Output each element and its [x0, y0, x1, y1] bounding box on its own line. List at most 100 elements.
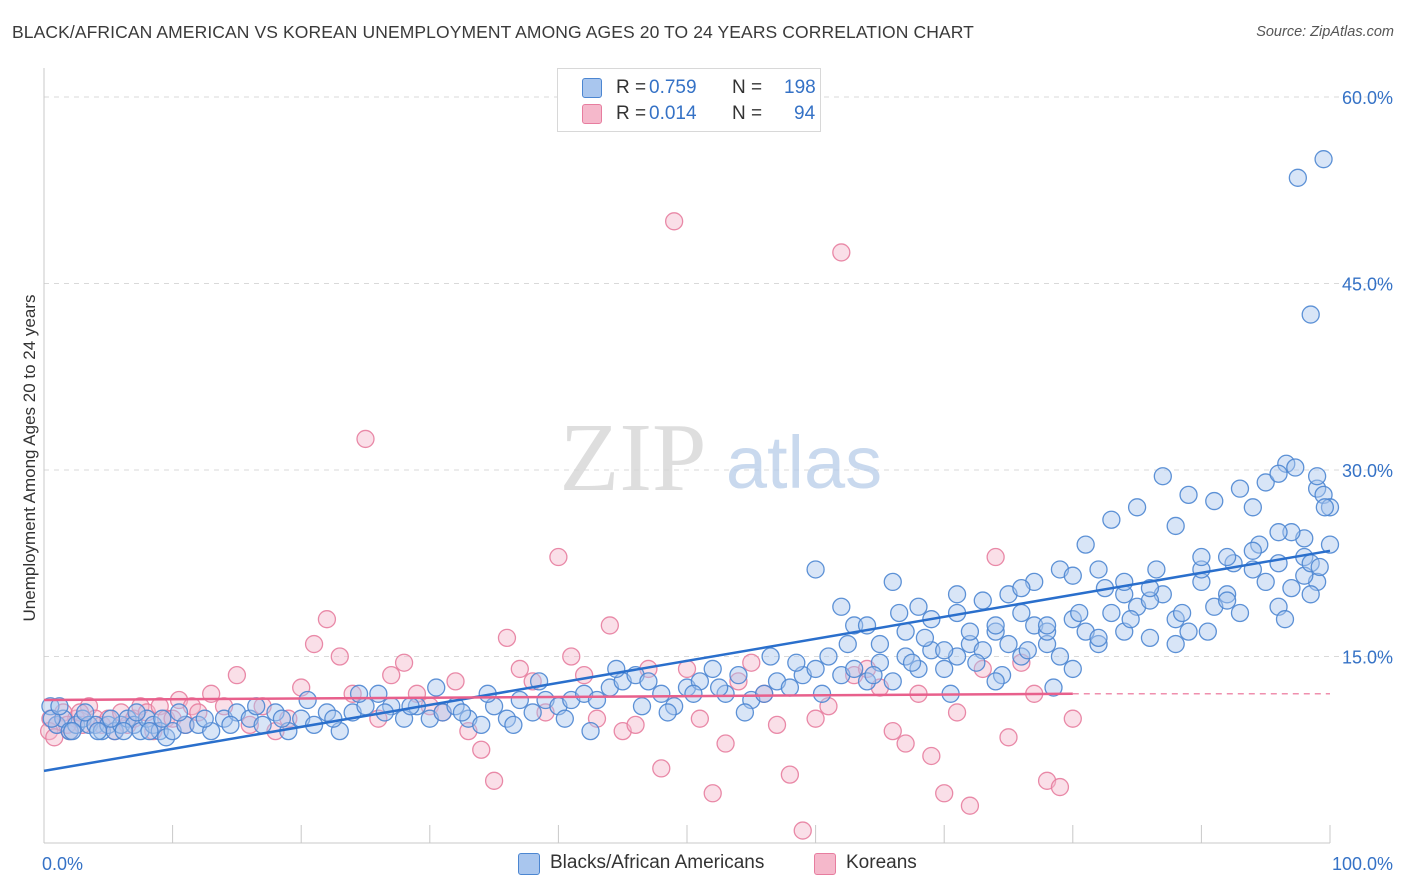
korean-point [497, 628, 517, 647]
legend-label-blacks: Blacks/African Americans [550, 852, 765, 873]
grid [44, 96, 1392, 657]
black-african-american-point [1179, 485, 1198, 505]
legend-n-label: N = [732, 103, 763, 124]
black-african-american-point [1301, 585, 1320, 604]
black-african-american-point [1256, 572, 1275, 592]
black-african-american-point [838, 634, 857, 654]
black-african-american-point [806, 659, 825, 679]
korean-point [664, 212, 684, 231]
black-african-american-point [1018, 641, 1037, 660]
black-african-american-point [63, 721, 82, 741]
black-african-american-point [787, 653, 806, 672]
legend-swatch-blue [582, 78, 602, 98]
black-african-american-point [973, 591, 992, 610]
black-african-american-point [1288, 168, 1307, 187]
black-african-american-point [735, 703, 755, 722]
black-african-american-point [935, 641, 954, 660]
black-african-american-point [510, 690, 529, 710]
korean-points [39, 212, 1082, 840]
black-african-american-point [50, 697, 69, 716]
black-african-american-point [1070, 603, 1089, 623]
black-african-american-point [1166, 634, 1185, 654]
x-tick-label-max: 100.0% [1332, 854, 1393, 874]
black-african-american-point [986, 616, 1005, 635]
korean-point [484, 771, 504, 790]
black-african-american-point [1286, 458, 1305, 477]
black-african-american-point [324, 709, 343, 728]
black-african-american-point [729, 666, 748, 685]
y-tick-label: 15.0% [1342, 648, 1393, 668]
legend-r-label: R = [616, 77, 647, 98]
korean-point [562, 647, 581, 666]
black-african-american-point [1012, 603, 1031, 623]
korean-point [742, 653, 761, 672]
black-african-american-point [1037, 616, 1057, 635]
black-african-american-point [902, 653, 922, 672]
black-african-american-point [581, 721, 600, 741]
legend-n-label: N = [732, 77, 763, 98]
legend-n-value: 94 [794, 103, 816, 124]
black-african-american-point [652, 684, 671, 703]
korean-point [780, 765, 800, 784]
black-african-american-point [1089, 560, 1108, 579]
black-african-american-point [221, 715, 240, 735]
trend-line-koreans [43, 692, 1073, 702]
black-african-american-point [1102, 603, 1121, 623]
black-african-american-point [127, 703, 146, 722]
black-african-american-point [1310, 557, 1329, 577]
black-african-american-point [1320, 535, 1340, 554]
black-african-american-point [1121, 610, 1140, 629]
black-african-american-point [169, 703, 189, 722]
y-axis-label: Unemployment Among Ages 20 to 24 years [20, 294, 39, 622]
y-tick-label: 45.0% [1342, 275, 1393, 295]
black-african-american-point [806, 560, 825, 579]
black-african-american-point [272, 709, 292, 728]
black-african-american-point [915, 628, 935, 647]
black-african-american-point [1063, 566, 1082, 585]
black-african-american-point [845, 616, 864, 635]
korean-point [356, 429, 375, 449]
korean-point [317, 610, 337, 629]
black-african-american-point [632, 697, 652, 716]
black-african-american-point [1243, 541, 1262, 560]
korean-point [510, 659, 529, 679]
black-african-american-point [1217, 591, 1237, 610]
black-african-american-point [1256, 473, 1275, 492]
black-african-american-point [140, 721, 159, 741]
black-african-american-point [153, 709, 172, 728]
chart-title: BLACK/AFRICAN AMERICAN VS KOREAN UNEMPLO… [12, 22, 974, 42]
black-african-american-point [1205, 491, 1224, 511]
black-african-american-point [864, 666, 883, 685]
black-african-american-point [298, 690, 317, 710]
korean-point [767, 715, 787, 735]
correlation-legend: R = 0.759 N = 198 R = 0.014 N = 94 [557, 68, 821, 132]
black-african-american-point [587, 690, 607, 710]
korean-point [806, 709, 825, 728]
legend-r-value: 0.014 [649, 103, 697, 124]
black-african-american-point [870, 634, 890, 654]
black-african-american-point [1269, 464, 1288, 483]
black-african-american-point [1198, 622, 1217, 641]
tick-labels: 15.0% 30.0% 45.0% 60.0% 0.0% 100.0% [42, 88, 1393, 874]
black-african-american-point [780, 678, 800, 697]
black-african-american-point [1282, 523, 1301, 542]
black-african-american-point [1089, 628, 1108, 647]
black-african-american-point [1301, 305, 1320, 324]
black-african-american-point [639, 672, 658, 691]
korean-point [922, 746, 941, 766]
black-african-american-point [935, 659, 954, 679]
black-african-american-point [101, 709, 121, 728]
black-african-american-point [1192, 547, 1211, 567]
black-african-american-point [369, 684, 388, 703]
black-african-american-point [883, 672, 902, 691]
black-african-american-point [819, 647, 838, 666]
black-african-american-point [890, 603, 909, 623]
black-african-american-point [195, 709, 214, 728]
korean-point [549, 547, 568, 567]
black-african-american-point [555, 709, 574, 728]
black-african-american-point [967, 653, 986, 672]
black-african-american-point [1314, 150, 1333, 169]
black-african-american-point [1166, 516, 1185, 536]
trend-line-blacks [43, 549, 1331, 773]
